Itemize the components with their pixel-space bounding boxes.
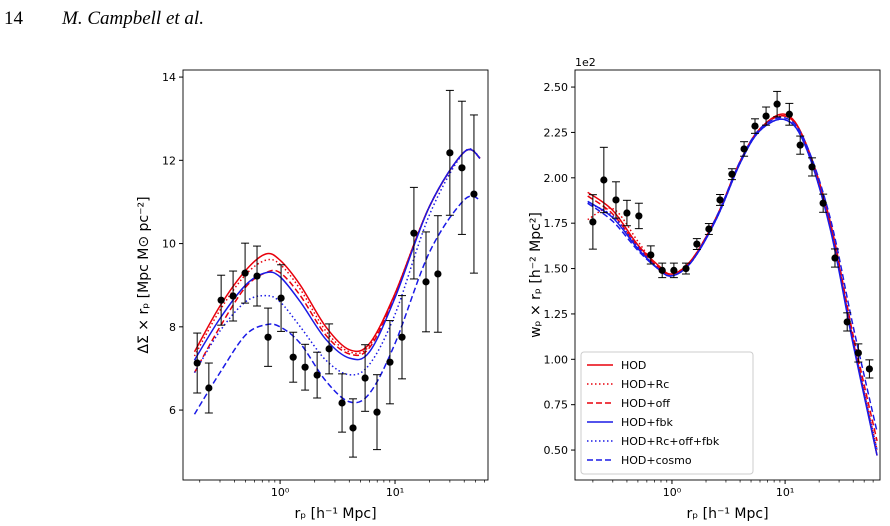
model-curve — [193, 195, 481, 415]
data-point — [600, 176, 608, 184]
plot-frame — [574, 69, 881, 481]
data-point — [865, 365, 873, 373]
data-point — [773, 100, 781, 108]
data-point — [217, 296, 225, 304]
legend-label: HOD — [621, 359, 646, 372]
data-point — [410, 229, 418, 237]
legend-label: HOD+fbk — [621, 416, 673, 429]
plot-frame — [182, 69, 489, 481]
y-axis-label: ΔΣ × rₚ [Mpc M⊙ pc⁻²] — [136, 196, 152, 353]
legend-label: HOD+cosmo — [621, 454, 692, 467]
data-point — [762, 112, 770, 120]
data-point — [682, 264, 690, 273]
y-tick-label: 1.50 — [544, 263, 569, 276]
y-tick-label: 1.25 — [544, 308, 569, 321]
y-tick-label: 14 — [162, 71, 176, 84]
data-point — [854, 349, 862, 357]
data-point — [612, 196, 620, 204]
y-tick-label: 12 — [162, 154, 176, 167]
data-point — [808, 163, 816, 171]
data-point — [785, 110, 793, 118]
data-point — [740, 145, 748, 153]
y-tick-label: 10 — [162, 238, 176, 251]
data-point — [458, 164, 466, 172]
running-title: M. Campbell et al. — [61, 8, 204, 29]
y-tick-label: 2.50 — [544, 81, 569, 94]
data-point — [349, 424, 357, 432]
x-tick-label: 10¹ — [386, 486, 404, 499]
legend-label: HOD+Rc — [621, 378, 669, 391]
curves — [193, 148, 481, 415]
data-point — [819, 199, 827, 207]
data-point — [289, 353, 297, 361]
data-point — [647, 251, 655, 259]
data-point — [253, 272, 261, 280]
data-point — [373, 408, 381, 416]
page-number: 14 — [4, 8, 24, 29]
data-point — [229, 292, 237, 300]
data-point — [796, 141, 804, 149]
data-point — [623, 209, 631, 217]
data-point — [693, 240, 701, 248]
data-point — [264, 333, 272, 341]
x-tick-label: 10⁰ — [271, 486, 290, 499]
data-point — [338, 399, 346, 407]
model-curve — [587, 118, 878, 451]
y-tick-label: 1.75 — [544, 217, 569, 230]
data-point — [193, 359, 201, 367]
data-point — [398, 333, 406, 341]
data-point — [446, 149, 454, 157]
data-point — [241, 269, 249, 277]
data-point — [470, 190, 478, 198]
data-point — [728, 170, 736, 178]
model-curve — [587, 114, 878, 442]
curves — [587, 113, 878, 456]
data-point — [277, 294, 285, 302]
model-curve — [193, 148, 481, 353]
legend-label: HOD+off — [621, 397, 670, 410]
data-point — [205, 384, 213, 392]
y-offset-label: 1e2 — [575, 56, 596, 69]
data-point — [361, 374, 369, 382]
data-point — [313, 371, 321, 379]
data-point — [716, 196, 724, 204]
model-curve — [193, 148, 481, 357]
y-axis-label: wₚ × rₚ [h⁻² Mpc²] — [528, 212, 544, 338]
legend-box — [580, 351, 754, 475]
data-point — [386, 358, 394, 366]
data-point — [422, 278, 430, 286]
legend-label: HOD+Rc+off+fbk — [621, 435, 720, 448]
x-tick-label: 10⁰ — [663, 486, 682, 499]
model-curve — [193, 148, 481, 361]
y-tick-label: 0.75 — [544, 399, 569, 412]
data-point — [658, 266, 666, 274]
model-curve — [587, 116, 878, 433]
y-tick-label: 8 — [169, 321, 176, 334]
y-tick-label: 2.25 — [544, 126, 569, 139]
y-tick-label: 1.00 — [544, 353, 569, 366]
data-point — [325, 345, 333, 353]
data-point — [670, 266, 678, 274]
data-point — [589, 218, 597, 226]
y-tick-label: 0.50 — [544, 444, 569, 457]
x-axis-label: rₚ [h⁻¹ Mpc] — [294, 506, 376, 522]
x-axis-label: rₚ [h⁻¹ Mpc] — [686, 506, 768, 522]
model-curve — [193, 148, 481, 373]
data-point — [831, 254, 839, 262]
model-curve — [587, 114, 878, 451]
data-point — [301, 363, 309, 371]
data-point — [843, 318, 851, 326]
data-point — [705, 225, 713, 233]
y-tick-label: 6 — [169, 404, 176, 417]
data-point — [751, 122, 759, 130]
data-point — [635, 212, 643, 220]
data-point — [434, 270, 442, 278]
x-tick-label: 10¹ — [776, 486, 794, 499]
y-tick-label: 2.00 — [544, 172, 569, 185]
